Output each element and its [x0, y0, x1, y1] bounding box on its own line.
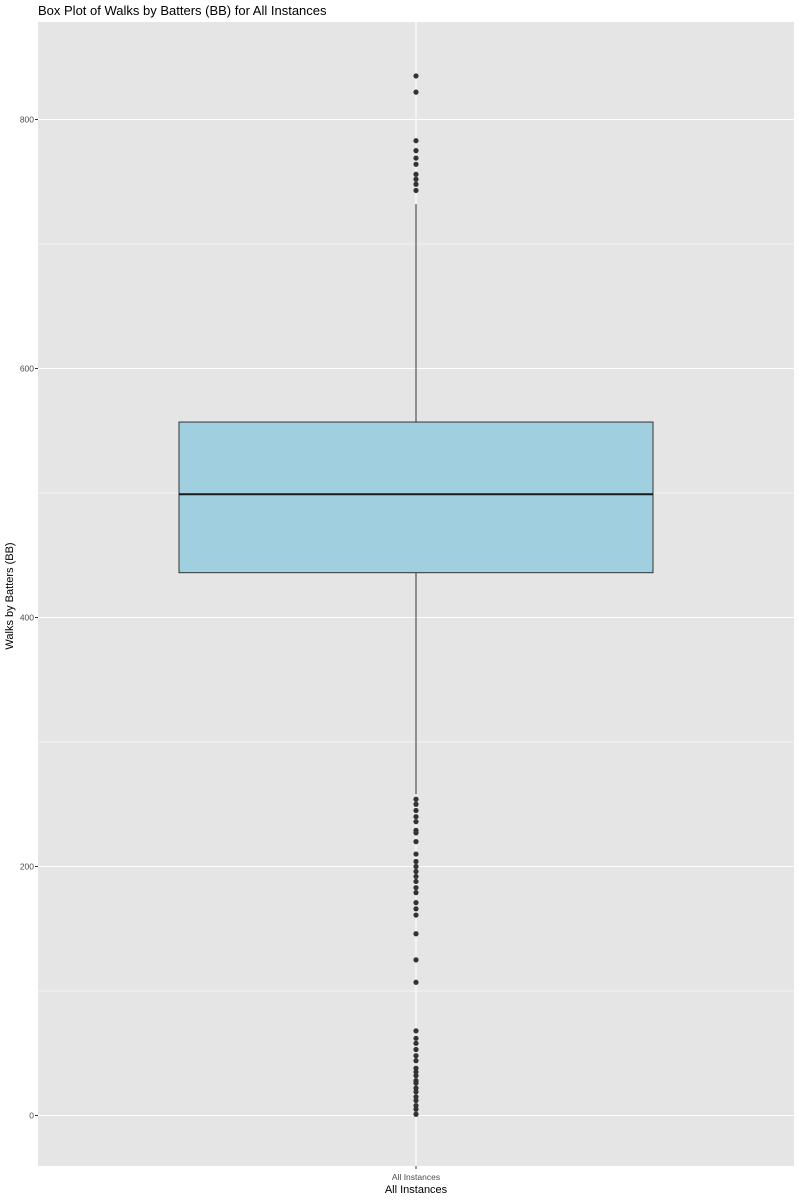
x-tick-label: All Instances — [392, 1172, 440, 1182]
y-axis-title: Walks by Batters (BB) — [4, 542, 16, 649]
outlier-point — [413, 1073, 419, 1079]
y-tick-label: 400 — [20, 613, 34, 623]
outlier-point — [413, 885, 419, 891]
outlier-point — [413, 814, 419, 820]
outlier-point — [413, 1046, 419, 1053]
outlier-point — [413, 1040, 419, 1046]
outlier-point — [413, 851, 419, 857]
outlier-point — [413, 1058, 419, 1064]
y-tick-label: 0 — [29, 1111, 34, 1121]
outlier-point — [413, 931, 419, 937]
outlier-point — [413, 868, 419, 875]
outlier-points — [413, 73, 419, 1117]
outlier-point — [413, 912, 419, 918]
outlier-point — [413, 138, 419, 144]
outlier-point — [413, 1102, 419, 1109]
outlier-point — [413, 1094, 419, 1100]
outlier-point — [413, 979, 419, 985]
box-iqr — [178, 421, 654, 574]
outlier-point — [413, 900, 419, 906]
outlier-point — [413, 1069, 419, 1075]
outlier-point — [413, 1035, 419, 1041]
x-axis-ticks: All Instances — [392, 1166, 440, 1182]
outlier-point — [413, 187, 419, 194]
outlier-point — [413, 73, 419, 79]
outlier-point — [413, 1106, 419, 1112]
outlier-point — [413, 148, 419, 154]
outlier-point — [413, 858, 419, 865]
outlier-point — [413, 957, 419, 963]
y-axis-ticks: 0 200 400 600 800 — [20, 115, 38, 1121]
outlier-point — [413, 839, 419, 845]
outlier-point — [413, 176, 419, 182]
outlier-point — [413, 181, 419, 187]
outlier-point — [413, 1053, 419, 1059]
outlier-point — [413, 1097, 419, 1104]
outlier-point — [413, 878, 419, 885]
outlier-point — [413, 890, 419, 896]
outlier-point — [413, 1065, 419, 1071]
outlier-point — [413, 1089, 419, 1095]
y-tick-label: 800 — [20, 115, 34, 125]
outlier-point — [413, 1028, 419, 1034]
outlier-point — [413, 906, 419, 912]
outlier-point — [413, 1085, 419, 1091]
outlier-point — [413, 830, 419, 836]
outlier-point — [413, 819, 419, 825]
outlier-point — [413, 1111, 419, 1117]
outlier-point — [413, 155, 419, 161]
outlier-point — [413, 89, 419, 95]
outlier-point — [413, 801, 419, 807]
y-tick-label: 200 — [20, 862, 34, 872]
outlier-point — [413, 1080, 419, 1086]
y-tick-label: 600 — [20, 364, 34, 374]
outlier-point — [413, 807, 419, 814]
x-axis-title: All Instances — [385, 1184, 448, 1196]
outlier-point — [413, 863, 419, 870]
outlier-point — [413, 161, 419, 167]
outlier-point — [413, 796, 419, 802]
box — [178, 204, 654, 795]
outlier-point — [413, 873, 419, 880]
outlier-point — [413, 171, 419, 177]
chart-title: Box Plot of Walks by Batters (BB) for Al… — [38, 3, 327, 18]
